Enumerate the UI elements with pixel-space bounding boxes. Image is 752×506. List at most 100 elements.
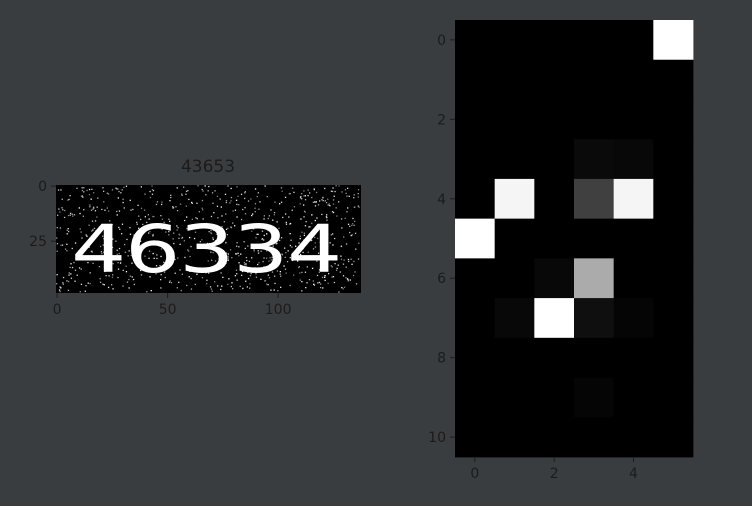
- heatmap-cell: [574, 337, 615, 378]
- noise-pixel: [98, 226, 101, 228]
- noise-pixel: [268, 215, 270, 217]
- noise-pixel: [251, 257, 253, 259]
- noise-pixel: [62, 282, 64, 284]
- noise-pixel: [174, 258, 176, 261]
- heatmap-y-ticks: 0 2 4 6 8 10: [428, 33, 455, 446]
- noise-pixel: [186, 216, 188, 218]
- noise-pixel: [280, 187, 283, 189]
- noise-pixel: [68, 198, 70, 201]
- noise-pixel: [112, 288, 114, 290]
- noise-pixel: [198, 267, 200, 269]
- noise-pixel: [270, 269, 273, 271]
- noise-pixel: [265, 270, 267, 273]
- noise-pixel: [185, 193, 187, 195]
- noise-pixel: [193, 237, 196, 240]
- noise-pixel: [187, 227, 189, 229]
- noise-pixel: [89, 282, 91, 285]
- noise-pixel: [307, 251, 309, 253]
- noise-pixel: [269, 267, 271, 269]
- noise-pixel: [343, 286, 346, 288]
- noise-pixel: [181, 193, 183, 195]
- noise-pixel: [220, 288, 222, 291]
- noise-pixel: [324, 275, 326, 277]
- noise-pixel: [202, 190, 204, 192]
- noise-pixel: [155, 203, 158, 206]
- noise-pixel: [280, 201, 283, 203]
- noise-pixel: [353, 197, 355, 199]
- noise-pixel: [298, 242, 300, 244]
- noise-pixel: [68, 272, 70, 274]
- noise-pixel: [349, 225, 351, 227]
- noise-pixel: [103, 263, 106, 265]
- noise-pixel: [115, 187, 117, 189]
- noise-pixel: [172, 238, 174, 240]
- noise-pixel: [272, 219, 274, 221]
- noise-pixel: [204, 185, 206, 187]
- noise-pixel: [59, 227, 61, 229]
- noise-pixel: [230, 285, 232, 288]
- noise-pixel: [156, 254, 158, 256]
- noise-pixel: [254, 207, 256, 209]
- noise-pixel: [121, 233, 123, 235]
- noise-pixel: [284, 247, 286, 249]
- noise-pixel: [270, 209, 272, 211]
- noise-pixel: [79, 212, 81, 215]
- noise-pixel: [230, 187, 232, 190]
- noise-pixel: [104, 270, 106, 273]
- noise-pixel: [269, 247, 271, 250]
- noise-pixel: [201, 188, 203, 191]
- noise-pixel: [332, 203, 335, 205]
- noise-pixel: [62, 283, 64, 285]
- noise-pixel: [340, 218, 343, 220]
- noise-pixel: [302, 257, 304, 259]
- heatmap-cell: [574, 258, 615, 299]
- noise-pixel: [230, 196, 232, 199]
- noise-pixel: [303, 232, 305, 234]
- noise-pixel: [354, 271, 356, 273]
- noise-pixel: [84, 290, 86, 292]
- noise-pixel: [214, 281, 216, 283]
- heatmap-cell: [534, 337, 575, 378]
- noise-pixel: [270, 259, 273, 261]
- noise-pixel: [189, 270, 191, 272]
- noise-pixel: [293, 274, 295, 276]
- noise-pixel: [116, 210, 118, 213]
- noise-pixel: [264, 280, 266, 282]
- noise-pixel: [269, 257, 271, 259]
- noise-pixel: [355, 283, 358, 285]
- noise-pixel: [245, 265, 247, 267]
- noise-pixel: [247, 269, 249, 272]
- noise-pixel: [103, 201, 105, 203]
- noise-pixel: [316, 217, 318, 219]
- noise-pixel: [146, 221, 148, 223]
- noise-pixel: [331, 211, 334, 213]
- noise-pixel: [238, 255, 240, 257]
- noise-pixel: [60, 189, 62, 191]
- noise-pixel: [322, 197, 324, 199]
- noise-pixel: [153, 215, 155, 218]
- noise-pixel: [169, 224, 171, 227]
- noise-pixel: [118, 210, 121, 212]
- noise-pixel: [203, 226, 205, 228]
- noise-pixel: [272, 238, 274, 240]
- noise-pixel: [321, 199, 323, 201]
- y-tick-label: 6: [437, 271, 446, 287]
- noise-pixel: [256, 195, 258, 198]
- noise-pixel: [122, 269, 124, 271]
- noise-pixel: [96, 216, 98, 218]
- noise-pixel: [247, 271, 249, 273]
- noise-pixel: [299, 235, 302, 237]
- noise-pixel: [350, 234, 352, 237]
- noise-pixel: [280, 286, 282, 288]
- noise-pixel: [212, 237, 214, 239]
- noise-pixel: [263, 218, 265, 220]
- noise-pixel: [175, 206, 177, 208]
- noise-pixel: [153, 257, 155, 259]
- noise-pixel: [303, 195, 305, 197]
- noise-pixel: [268, 277, 271, 279]
- noise-pixel: [143, 209, 146, 211]
- noise-pixel: [274, 282, 276, 285]
- noise-pixel: [185, 205, 187, 207]
- noise-pixel: [340, 245, 343, 248]
- noise-pixel: [266, 195, 268, 198]
